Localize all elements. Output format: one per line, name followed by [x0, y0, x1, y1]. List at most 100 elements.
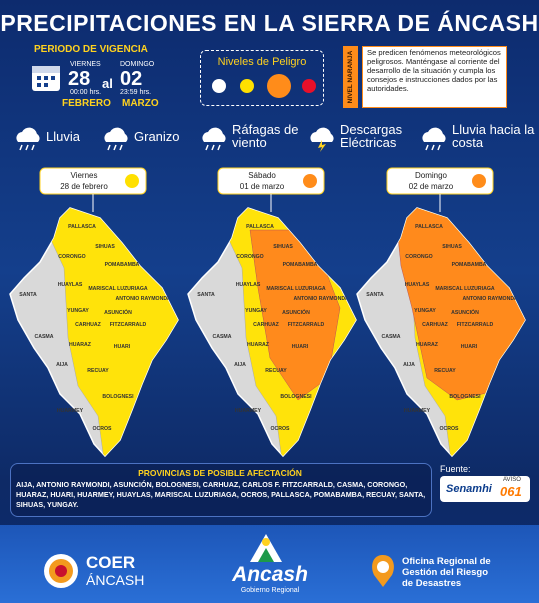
phenomenon-label: Lluvia hacia la costa [452, 122, 535, 150]
cloud [310, 127, 334, 142]
phenomenon-icon [422, 127, 446, 151]
map-label: HUARAZ [416, 342, 439, 348]
map-label: CARHUAZ [253, 322, 279, 328]
danger-box [200, 50, 324, 106]
coer-1: COER [86, 553, 136, 572]
drop [211, 144, 215, 151]
map-label: MARISCAL LUZURIAGA [88, 286, 148, 292]
end-day: 02 [120, 68, 143, 90]
office-3: de Desastres [402, 578, 462, 589]
source-label: Fuente: [440, 464, 471, 474]
danger-levels [212, 74, 316, 98]
start-weekday: VIERNES [70, 61, 101, 68]
calendar-icon [32, 66, 60, 91]
map-label: CORONGO [58, 254, 85, 260]
map-label: HUARMEY [57, 408, 84, 414]
drop [113, 144, 117, 151]
coer-logo [44, 554, 78, 588]
map-label: CASMA [212, 334, 231, 340]
map-label: ASUNCIÓN [104, 308, 132, 316]
map-label: HUAYLAS [58, 282, 83, 288]
date-date: 28 de febrero [60, 182, 108, 191]
phenomenon-label: Granizo [134, 129, 180, 144]
map-label: RECUAY [434, 368, 456, 374]
map-label: CASMA [34, 334, 53, 340]
date-level [472, 174, 486, 188]
phenomenon-icon [202, 127, 226, 151]
map-label: HUARMEY [404, 408, 431, 414]
phenomenon-label: Descargas Eléctricas [340, 122, 403, 150]
source-box [440, 476, 530, 502]
map-label: FITZCARRALD [110, 322, 147, 328]
date-date: 01 de marzo [240, 182, 285, 191]
start-month: FEBRERO [62, 98, 111, 109]
level-text: Se predicen fenómenos meteorológicos pel… [362, 46, 507, 108]
map-label: FITZCARRALD [457, 322, 494, 328]
map: PALLASCA SIHUAS CORONGO POMABAMBA SANTA HUAYL… [356, 207, 526, 458]
map-label: HUARI [292, 344, 309, 350]
map-label: PALLASCA [246, 224, 274, 230]
map-label: POMABAMBA [452, 262, 487, 268]
phenomenon-icon [16, 127, 40, 151]
map-label: HUAYLAS [236, 282, 261, 288]
provinces-title: PROVINCIAS DE POSIBLE AFECTACIÓN [138, 468, 302, 478]
map-label: HUARAZ [247, 342, 270, 348]
map-label: BOLOGNESI [102, 394, 134, 400]
map-label: SANTA [19, 292, 37, 298]
map-label: POMABAMBA [105, 262, 140, 268]
cloud [104, 127, 128, 142]
coer-2: ÁNCASH [86, 572, 145, 588]
yellow-zone [49, 208, 178, 456]
date-level [303, 174, 317, 188]
map-label: HUARMEY [235, 408, 262, 414]
map-label: FITZCARRALD [288, 322, 325, 328]
map-label: YUNGAY [414, 308, 436, 314]
map-label: SIHUAS [442, 244, 462, 250]
cloud [422, 127, 446, 142]
map-fill [227, 208, 356, 456]
phenomenon-icon [310, 127, 334, 152]
danger-title: Niveles de Peligro [217, 56, 307, 68]
map-fill [394, 208, 525, 456]
map-label: MARISCAL LUZURIAGA [266, 286, 326, 292]
drop [119, 144, 123, 151]
map: PALLASCA SIHUAS CORONGO POMABAMBA SANTA HUAYL… [9, 207, 179, 458]
bolt [318, 140, 326, 152]
region-sub: Gobierno Regional [240, 587, 300, 594]
drop [425, 144, 429, 151]
region-name: Ancash [232, 563, 308, 586]
drop [107, 144, 111, 151]
office-1: Oficina Regional de [402, 556, 491, 567]
provinces-list: AIJA, ANTONIO RAYMONDI, ASUNCIÓN, BOLOGN… [16, 480, 426, 509]
map-label: BOLOGNESI [449, 394, 481, 400]
notice-label: AVISO [503, 477, 521, 483]
date-day: Viernes [71, 171, 98, 180]
cloud [202, 127, 226, 142]
map-label: SIHUAS [273, 244, 293, 250]
drop [205, 144, 209, 151]
source-name: Senamhi [446, 483, 492, 495]
office-2: Gestión del Riesgo [402, 567, 489, 578]
map-label: ANTONIO RAYMONDI [115, 296, 169, 302]
end-time: 23:59 hrs. [120, 89, 152, 96]
map-label: RECUAY [265, 368, 287, 374]
start-time: 00:00 hrs. [70, 89, 102, 96]
map-label: HUARI [114, 344, 131, 350]
phenomenon-label: Lluvia [46, 129, 80, 144]
map-label: CARHUAZ [422, 322, 448, 328]
map-fill [49, 208, 178, 456]
provinces-box [10, 463, 432, 517]
drop [31, 144, 35, 151]
map-label: HUARI [461, 344, 478, 350]
map-label: OCROS [92, 426, 112, 432]
date-date: 02 de marzo [409, 182, 454, 191]
cloud [16, 127, 40, 142]
drop [431, 144, 435, 151]
map-label: CORONGO [236, 254, 263, 260]
map-label: ANTONIO RAYMONDI [293, 296, 347, 302]
drop [437, 144, 441, 151]
map-label: HUARAZ [69, 342, 92, 348]
footer [0, 525, 539, 603]
map-label: OCROS [270, 426, 290, 432]
